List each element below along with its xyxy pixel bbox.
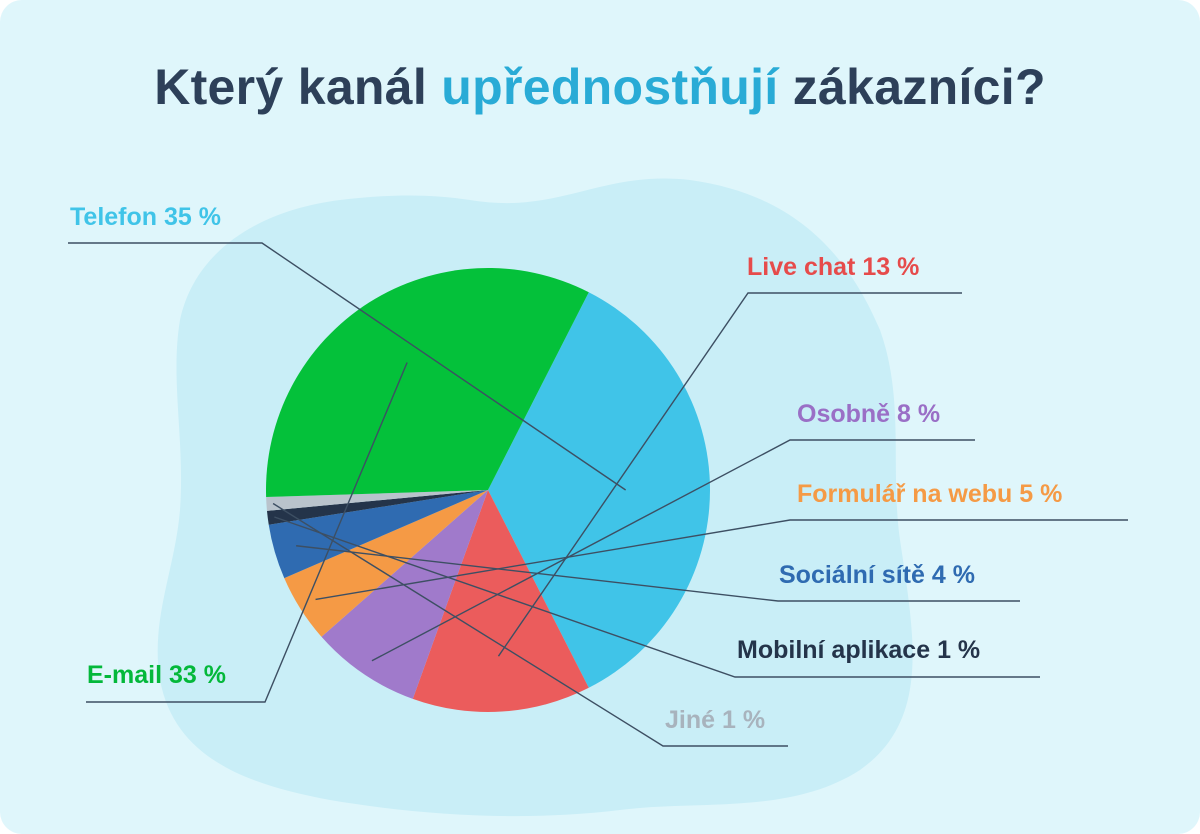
leader-line-livechat: [497, 292, 962, 657]
label-email-value: 33 %: [168, 661, 226, 689]
label-telefon: Telefon 35 %: [70, 203, 221, 232]
label-socialni-name: Sociální sítě: [779, 561, 925, 589]
label-formular-value: 5 %: [1019, 480, 1063, 508]
label-email: E-mail 33 %: [87, 661, 226, 690]
pie-slice-jine: [266, 490, 488, 511]
label-livechat-name: Live chat: [747, 253, 856, 281]
leader-line-socialni: [296, 545, 1020, 602]
label-jine: Jiné 1 %: [665, 706, 765, 735]
leader-line-formular: [315, 519, 1128, 601]
pie-slice-formular: [284, 490, 488, 637]
title-highlight: upřednostňují: [441, 59, 779, 115]
label-osobne-name: Osobně: [797, 400, 891, 428]
label-jine-value: 1 %: [721, 706, 766, 734]
leader-line-osobne: [371, 439, 975, 662]
label-jine-name: Jiné: [665, 706, 716, 734]
pie-slice-email: [266, 267, 589, 497]
label-mobilni-name: Mobilní aplikace: [737, 636, 931, 664]
label-telefon-value: 35 %: [164, 203, 221, 231]
pie-slice-livechat: [412, 490, 589, 713]
label-osobne-value: 8 %: [897, 400, 941, 428]
pie-slice-socialni: [268, 490, 488, 579]
label-mobilni: Mobilní aplikace 1 %: [737, 636, 980, 665]
leader-lines: [68, 242, 1128, 747]
label-socialni: Sociální sítě 4 %: [779, 561, 975, 590]
leader-line-jine: [272, 502, 788, 747]
page-title: Který kanál upřednostňují zákazníci?: [0, 58, 1200, 116]
title-part1: Který kanál: [154, 59, 428, 115]
pie-slice-telefon: [488, 292, 710, 688]
label-telefon-name: Telefon: [70, 203, 158, 231]
label-mobilni-value: 1 %: [937, 636, 981, 664]
label-email-name: E-mail: [87, 661, 163, 689]
label-osobne: Osobně 8 %: [797, 400, 940, 429]
label-socialni-value: 4 %: [931, 561, 975, 589]
title-part2: zákazníci?: [792, 59, 1046, 115]
label-formular: Formulář na webu 5 %: [797, 480, 1062, 509]
label-formular-name: Formulář na webu: [797, 480, 1013, 508]
leader-line-telefon: [68, 242, 627, 491]
pie-slices: [266, 267, 710, 713]
leader-line-email: [86, 362, 408, 703]
label-livechat-value: 13 %: [862, 253, 920, 281]
leader-line-mobilni: [274, 516, 1040, 678]
pie-slice-mobilni: [266, 490, 488, 525]
pie-slice-osobne: [321, 490, 488, 699]
label-livechat: Live chat 13 %: [747, 253, 919, 282]
